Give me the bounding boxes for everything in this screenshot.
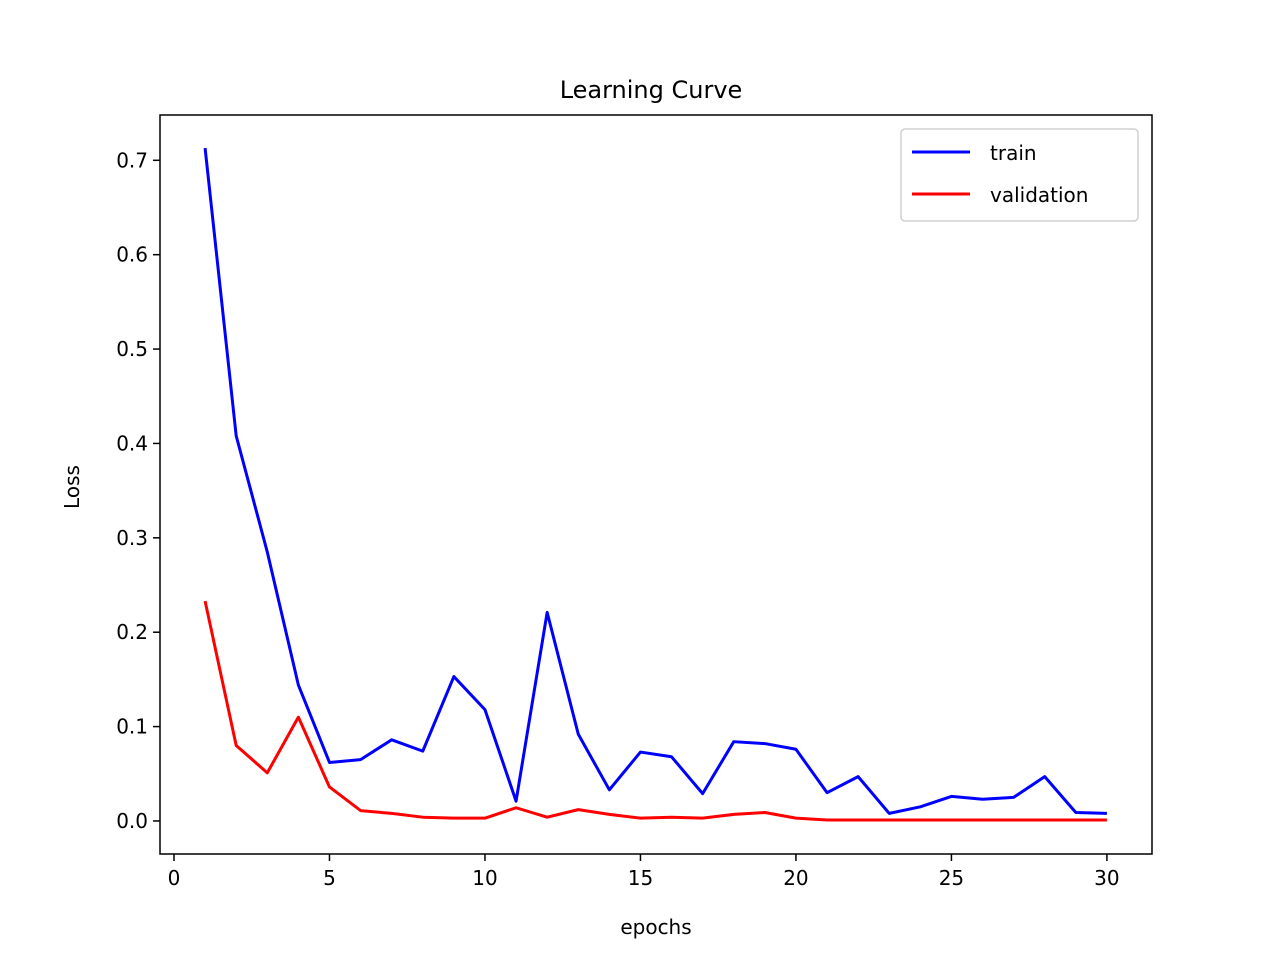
y-tick-label: 0.6 <box>116 243 148 267</box>
y-tick-label: 0.3 <box>116 526 148 550</box>
plot-frame <box>159 114 1153 855</box>
legend-label-validation: validation <box>990 183 1088 207</box>
legend: train validation <box>900 128 1139 222</box>
x-axis: 0 5 10 15 20 25 30 <box>168 854 1120 890</box>
x-tick-label: 5 <box>323 866 336 890</box>
y-tick-label: 0.4 <box>116 431 148 455</box>
series-layer <box>203 147 1107 822</box>
plot-area <box>160 115 1152 854</box>
y-axis-label: Loss <box>60 465 84 509</box>
x-tick-label: 15 <box>628 866 653 890</box>
x-tick-label: 30 <box>1094 866 1119 890</box>
x-tick-label: 10 <box>472 866 497 890</box>
x-axis-label: epochs <box>620 915 691 939</box>
series-line-validation <box>203 600 1107 822</box>
x-tick-label: 20 <box>783 866 808 890</box>
y-tick-label: 0.7 <box>116 148 148 172</box>
chart-title: Learning Curve <box>560 76 743 104</box>
y-tick-label: 0.1 <box>116 715 148 739</box>
y-tick-label: 0.2 <box>116 620 148 644</box>
series-line-train <box>203 147 1107 815</box>
y-axis: 0.0 0.1 0.2 0.3 0.4 0.5 0.6 0.7 <box>116 148 160 833</box>
x-tick-label: 25 <box>939 866 964 890</box>
x-tick-label: 0 <box>168 866 181 890</box>
y-tick-label: 0.5 <box>116 337 148 361</box>
legend-label-train: train <box>990 141 1037 165</box>
y-tick-label: 0.0 <box>116 809 148 833</box>
